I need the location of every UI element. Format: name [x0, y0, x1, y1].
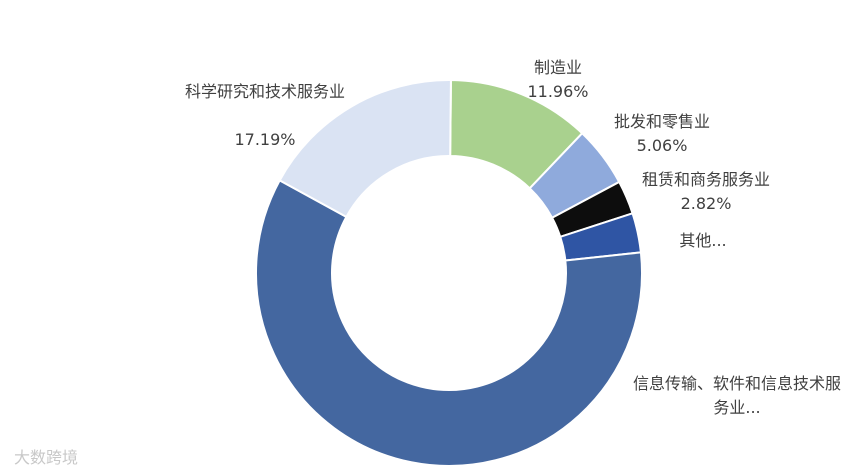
- category-label: 租赁和商务服务业: [641, 170, 770, 189]
- category-label: 批发和零售业: [613, 112, 710, 131]
- category-label: 信息传输、软件和信息技术服务业...: [632, 374, 841, 417]
- category-label: 制造业: [533, 58, 582, 77]
- category-label: 其他...: [679, 231, 727, 250]
- category-label: 科学研究和技术服务业: [185, 82, 346, 101]
- donut-slice: [255, 178, 643, 467]
- value-label: 5.06%: [636, 136, 688, 155]
- value-label: 17.19%: [234, 130, 296, 149]
- donut-slice: [278, 79, 452, 219]
- value-label: 11.96%: [527, 82, 589, 101]
- watermark: 大数跨境: [14, 448, 79, 467]
- value-label: 2.82%: [680, 194, 732, 213]
